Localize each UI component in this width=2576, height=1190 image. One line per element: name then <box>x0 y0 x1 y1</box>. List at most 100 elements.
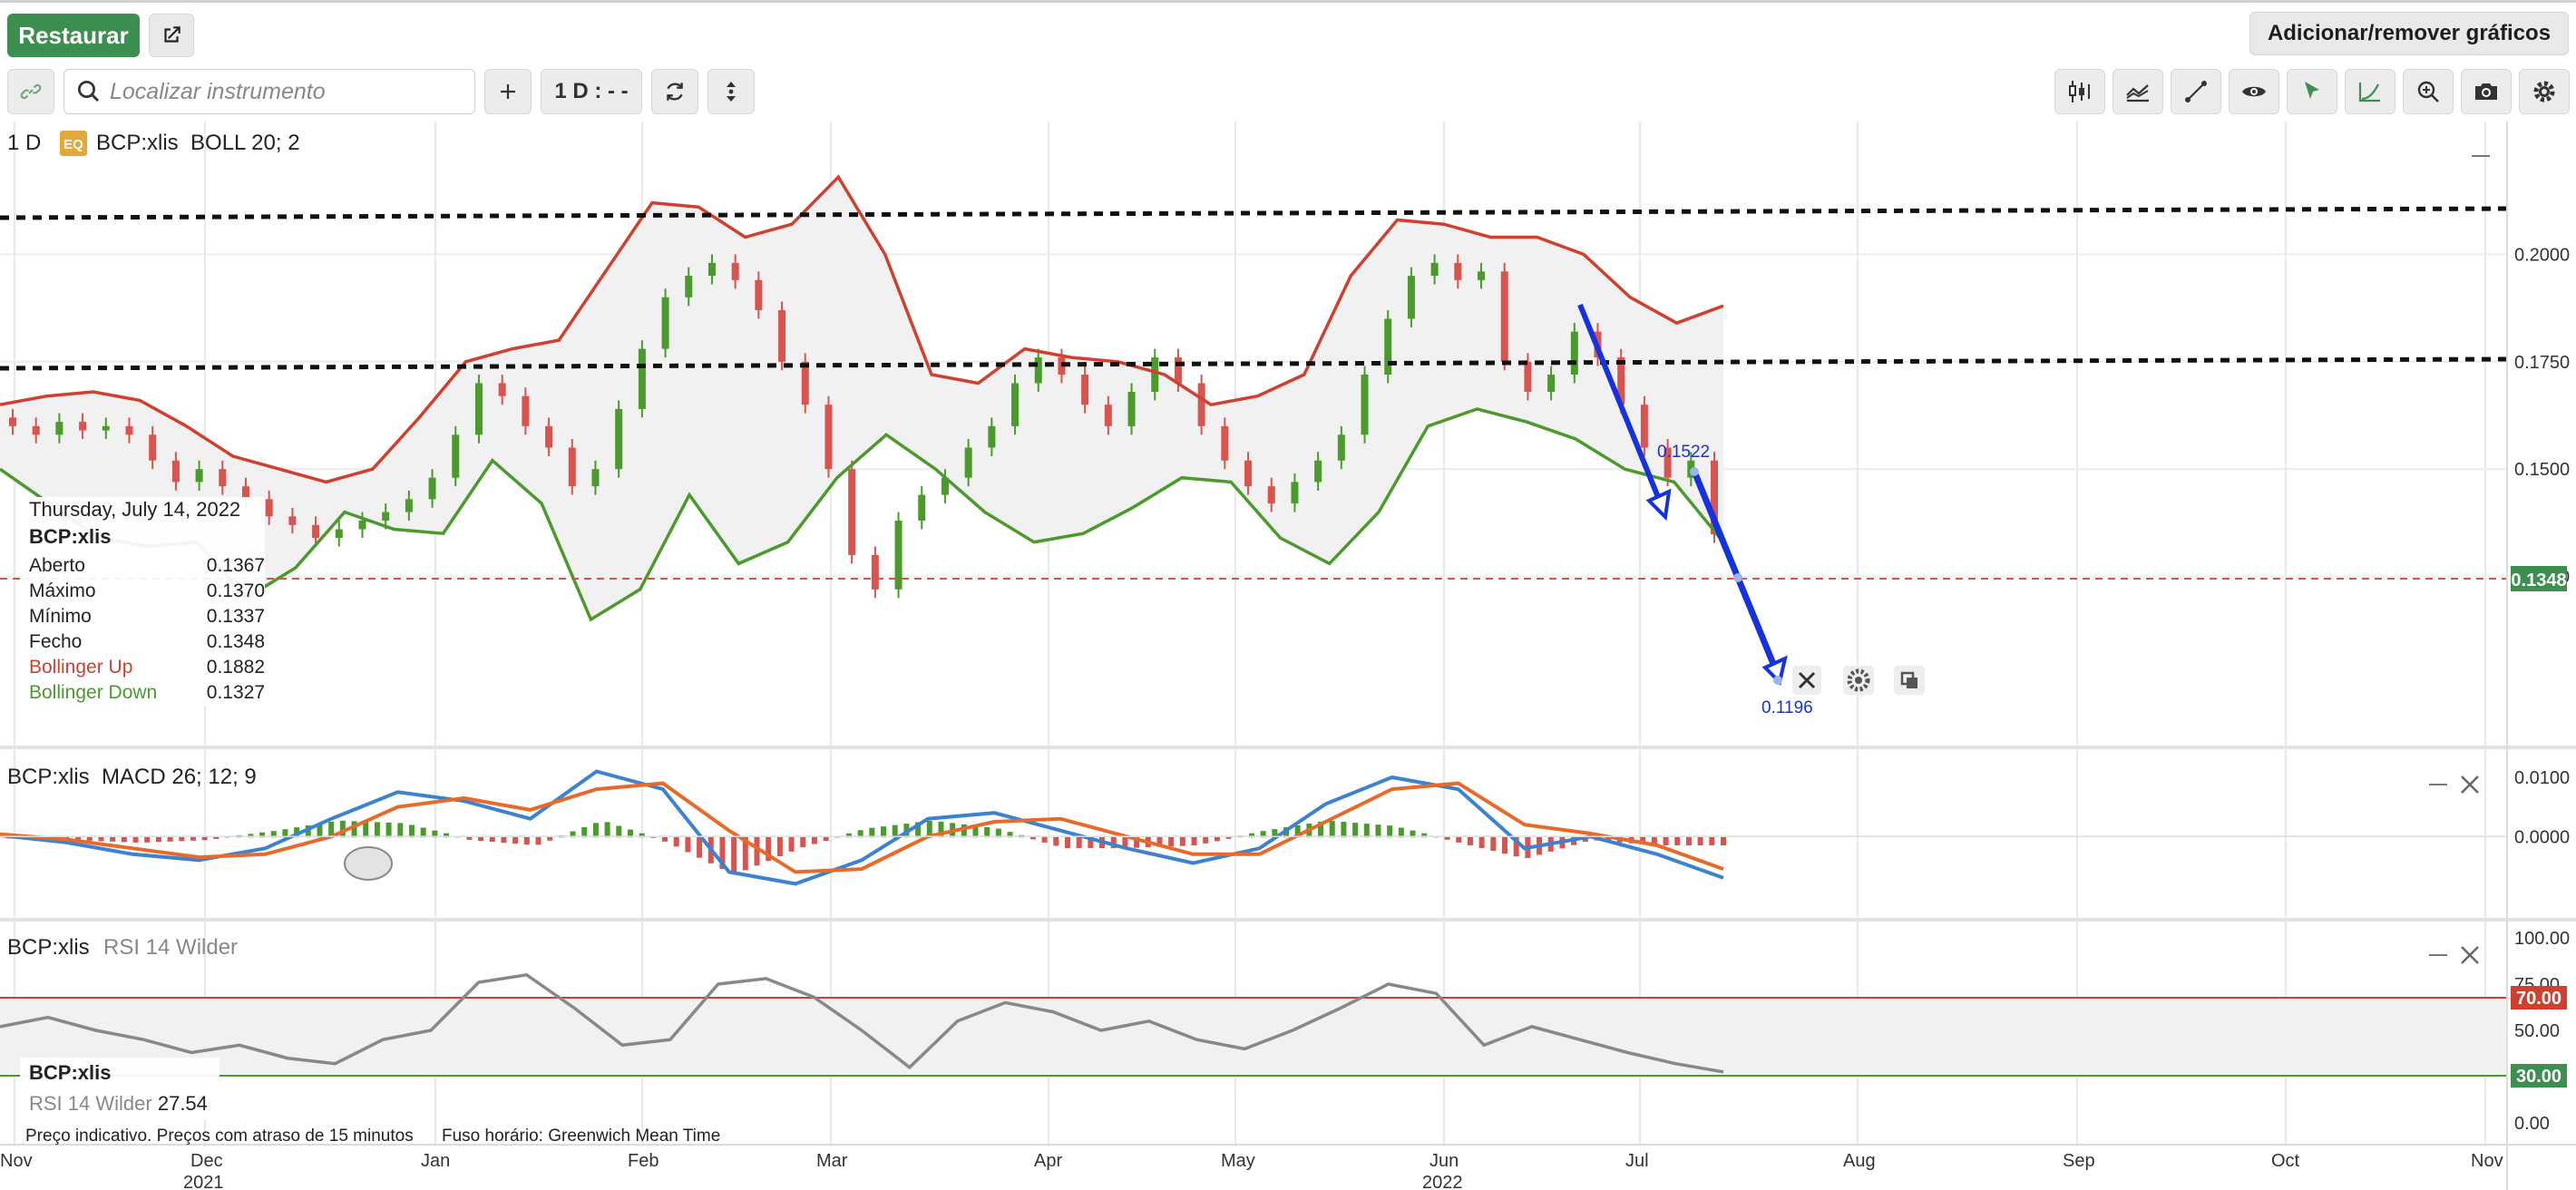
drawing-delete-button[interactable] <box>1792 666 1821 695</box>
delay-notice: Preço indicativo. Preços com atraso de 1… <box>25 1127 414 1146</box>
rsi-tick-label: 50.00 <box>2514 1021 2560 1041</box>
macd-panel[interactable]: BCP:xlis MACD 26; 12; 9 0.0000 0.0100 <box>0 765 2570 886</box>
trend-arrow-1[interactable] <box>1577 303 1672 522</box>
candle <box>1500 262 1508 371</box>
candle <box>312 516 320 547</box>
macd-histogram-bar <box>305 825 311 838</box>
tooltip-row-value: 0.1337 <box>206 606 265 627</box>
rsi-panel[interactable]: BCP:xlis RSI 14 Wilder 0.0025.0050.0075.… <box>0 929 2570 1134</box>
more-options-button[interactable] <box>707 69 755 114</box>
macd-histogram-bar <box>1490 836 1497 852</box>
candle <box>125 417 133 444</box>
restore-button[interactable]: Restaurar <box>7 14 140 57</box>
candle <box>1151 348 1159 401</box>
candle <box>265 490 273 525</box>
candle <box>55 413 63 444</box>
curve-button[interactable] <box>2345 69 2395 114</box>
popout-button[interactable] <box>149 14 194 57</box>
screenshot-button[interactable] <box>2461 69 2512 114</box>
add-remove-charts-button[interactable]: Adicionar/remover gráficos <box>2249 12 2569 55</box>
drawing-settings-button[interactable] <box>1843 666 1874 695</box>
rsi-30-tag-label: 30.00 <box>2516 1067 2561 1087</box>
tooltip-row: Bollinger Down 0.1327 <box>20 680 265 706</box>
trend-arrow-2[interactable] <box>1690 467 1788 686</box>
macd-histogram-bar <box>1191 836 1197 846</box>
macd-histogram-bar <box>466 836 473 840</box>
link-icon <box>20 83 42 100</box>
year-tick-label: 2022 <box>1422 1173 1463 1190</box>
candle <box>32 417 40 444</box>
chart-area[interactable]: 0.1522 0.1196 1 D EQ BCP:xlis BOLL 20; 2… <box>0 122 2576 1190</box>
link-button[interactable] <box>7 69 54 114</box>
macd-histogram-bar <box>1513 836 1519 857</box>
cursor-icon <box>2305 82 2319 99</box>
timezone-notice: Fuso horário: Greenwich Mean Time <box>442 1127 721 1146</box>
macd-histogram-bar <box>592 823 599 838</box>
candle <box>1034 348 1042 392</box>
macd-histogram-bar <box>420 827 426 838</box>
search-input[interactable] <box>110 78 454 105</box>
close-rsi-icon[interactable] <box>2461 946 2479 964</box>
candle <box>755 271 763 319</box>
price-panel[interactable]: 0.1522 0.1196 1 D EQ BCP:xlis BOLL 20; 2… <box>0 131 2570 717</box>
macd-histogram-bar <box>1709 836 1715 846</box>
add-button[interactable] <box>484 69 532 114</box>
candle <box>335 521 343 547</box>
macd-axis: 0.0000 0.0100 <box>2514 768 2570 847</box>
macd-histogram-bar <box>731 836 737 875</box>
draw-line-button[interactable] <box>2171 69 2221 114</box>
macd-histogram-bar <box>881 826 887 838</box>
macd-histogram-bar <box>857 830 864 838</box>
macd-histogram-bar <box>1663 836 1669 846</box>
indicators-button[interactable] <box>2113 69 2163 114</box>
macd-histogram-bar <box>121 836 127 843</box>
tooltip-row: Fecho 0.1348 <box>20 629 265 655</box>
candles-icon <box>2069 81 2090 102</box>
candle <box>1104 395 1112 435</box>
macd-histogram-bar <box>1651 836 1657 845</box>
cursor-button[interactable] <box>2287 69 2337 114</box>
candle <box>358 512 366 538</box>
month-tick-label: Aug <box>1843 1151 1876 1171</box>
bollinger-band-fill <box>0 177 1723 619</box>
rsi-tooltip-label: RSI 14 Wilder <box>29 1092 152 1115</box>
macd-histogram-bar <box>1076 836 1082 848</box>
macd-histogram-bar <box>766 836 772 862</box>
rsi-tooltip: BCP:xlis RSI 14 Wilder 27.54 <box>20 1058 220 1119</box>
month-tick-label: Feb <box>628 1151 659 1171</box>
macd-highlight-ellipse[interactable] <box>344 846 393 881</box>
macd-histogram-bar <box>1398 827 1404 838</box>
vertical-resize-icon <box>727 82 736 102</box>
settings-button[interactable] <box>2519 69 2570 114</box>
signal-line <box>0 781 1724 874</box>
macd-histogram-bar <box>1272 829 1278 838</box>
visibility-button[interactable] <box>2229 69 2279 114</box>
macd-histogram-bar <box>616 825 622 838</box>
month-tick-label: Sep <box>2063 1151 2095 1171</box>
resistance-level-2[interactable] <box>0 356 2508 371</box>
resistance-level-1[interactable] <box>0 206 2508 220</box>
candle <box>1547 366 1556 401</box>
instrument-search[interactable] <box>63 69 475 114</box>
tooltip-row-label: Fecho <box>29 631 83 652</box>
close-macd-icon[interactable] <box>2461 775 2479 794</box>
candle <box>964 439 972 487</box>
zoom-button[interactable] <box>2403 69 2454 114</box>
macd-histogram-bar <box>1122 836 1128 848</box>
macd-histogram-bar <box>1721 836 1726 846</box>
gear-icon <box>2533 81 2555 102</box>
time-axis[interactable]: Nov Dec Jan Feb Mar Apr May Jun Jul Aug Sep Oct Nov 2… <box>0 1144 2576 1190</box>
drawing-copy-button[interactable] <box>1894 666 1925 695</box>
refresh-button[interactable] <box>651 69 698 114</box>
macd-histogram-bar <box>995 828 1001 838</box>
macd-histogram-bar <box>892 824 898 838</box>
candle <box>615 400 623 478</box>
chart-type-button[interactable] <box>2054 69 2105 114</box>
trendline-icon <box>2185 81 2207 102</box>
macd-histogram-bar <box>1179 836 1186 846</box>
interval-button[interactable]: 1 D : - - <box>541 69 642 114</box>
rsi-30-tag <box>2511 1064 2567 1088</box>
candle <box>1221 417 1229 470</box>
